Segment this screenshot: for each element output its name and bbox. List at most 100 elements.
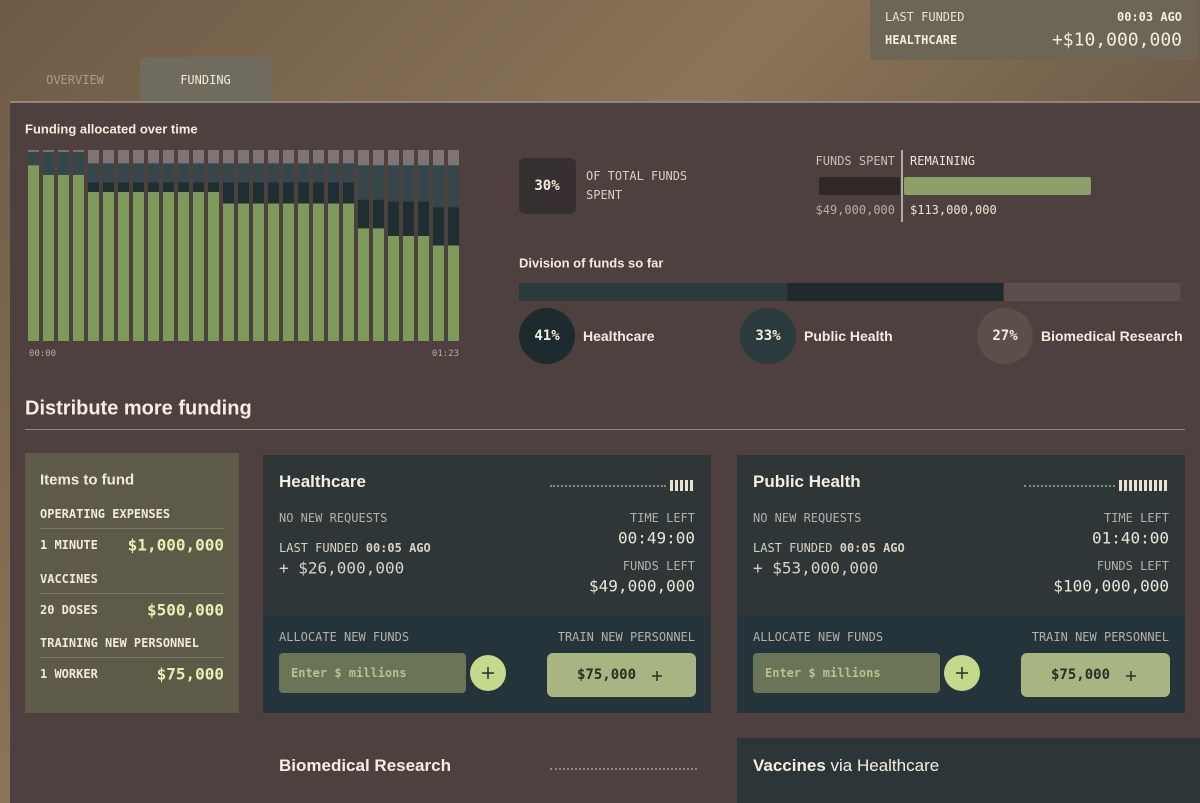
banner [870,0,1198,60]
tab-label: OVERVIEW [46,73,104,87]
plus-icon [1126,671,1136,681]
bar-segment [373,228,384,341]
item-rule [40,657,224,658]
graphics: 00:00 01:23 [28,150,1181,364]
level-bar [1154,480,1157,491]
bar-segment [43,150,54,152]
bar-segment [193,192,204,341]
division-badge [519,308,575,364]
time-left: 00:49:00 [617,528,695,548]
bar-segment [163,182,174,193]
tab[interactable] [140,57,271,102]
bar-segment [403,201,414,236]
funds-left: $100,000,000 [1053,576,1169,596]
plus-icon [652,671,662,681]
bar-segment [313,163,324,183]
bar-segment [313,182,324,204]
bar-segment [403,165,414,202]
bar-segment [253,182,264,204]
percent-caption: OF TOTAL FUNDS SPENT [586,169,688,202]
funds-input[interactable] [753,653,940,693]
bar-segment [328,150,339,164]
bar-segment [178,150,189,164]
division-title: Division of funds so far [519,255,664,271]
division-badge [977,308,1033,364]
bar-segment [28,151,39,166]
level-bar [685,480,688,491]
bar-segment [103,192,114,341]
bar-segment [418,201,429,236]
division-name: Healthcare [583,328,655,344]
bar-segment [193,150,204,164]
bar-segment [208,150,219,164]
bar-segment [358,165,369,200]
bar-segment [178,192,189,341]
level-bar [1144,480,1147,491]
spent-label: FUNDS SPENT [815,154,895,168]
item-price: $1,000,000 [127,535,224,555]
bar-segment [58,150,69,152]
bar-segment [253,150,264,164]
bar-segment [223,163,234,183]
last-funded-amount: + $26,000,000 [279,558,405,578]
bar-segment [43,174,54,341]
item-rule [40,592,224,594]
division-name: Public Health [804,328,893,344]
x-tick-label: 00:00 [29,349,56,359]
train-button[interactable] [1021,653,1170,697]
level-bar [1124,480,1127,491]
bar-segment [178,163,189,183]
bar-segment [448,150,459,166]
bar-segment [103,163,114,183]
bar-segment [148,192,159,341]
percent-spent: 30% [534,178,560,194]
bar-segment [403,150,414,166]
division-percent: 27% [992,328,1018,344]
bar-segment [178,182,189,193]
program-card [737,455,1185,615]
bar-segment [88,163,99,183]
division-segment [519,283,788,301]
level-bar [675,480,678,491]
item-rule [40,528,224,529]
bar-segment [118,150,129,164]
bar-segment [133,192,144,341]
level-bar [1159,480,1162,491]
level-bar [1129,480,1132,491]
program-status: NO NEW REQUESTS [753,511,862,525]
section-title: Distribute more funding [25,397,252,420]
bar-segment [28,150,39,152]
spent-bar [818,177,900,195]
bar-segment [133,182,144,193]
bar-segment [328,163,339,183]
bar-segment [358,199,369,229]
bar-segment [163,163,174,183]
bar-segment [283,163,294,183]
allocate-label: ALLOCATE NEW FUNDS [279,630,410,644]
item-unit: 1 MINUTE [40,538,98,552]
bar-segment [388,201,399,236]
level-bar [1139,480,1142,491]
bar-segment [373,199,384,229]
bar-segment [148,163,159,183]
funds-input[interactable] [279,653,466,693]
funds-left-label: FUNDS LEFT [1096,559,1169,573]
more-program-title: Vaccines via Healthcare [753,756,939,776]
bar-segment [253,163,264,183]
division-badge [740,308,796,364]
program-name: Healthcare [279,472,366,491]
dotted-rule [550,768,697,770]
bar-segment [88,192,99,341]
bar-segment [193,182,204,193]
section-rule [25,429,1185,430]
last-funded-amount: + $53,000,000 [753,558,879,578]
bar-segment [253,203,264,341]
bar-segment [433,207,444,246]
bar-segment [298,150,309,164]
train-button[interactable] [547,653,696,697]
item-price: $75,000 [156,664,224,684]
banner-label: LAST FUNDED [885,10,965,24]
item-group: TRAINING NEW PERSONNEL [40,636,199,650]
remaining-amount: $113,000,000 [910,203,997,217]
